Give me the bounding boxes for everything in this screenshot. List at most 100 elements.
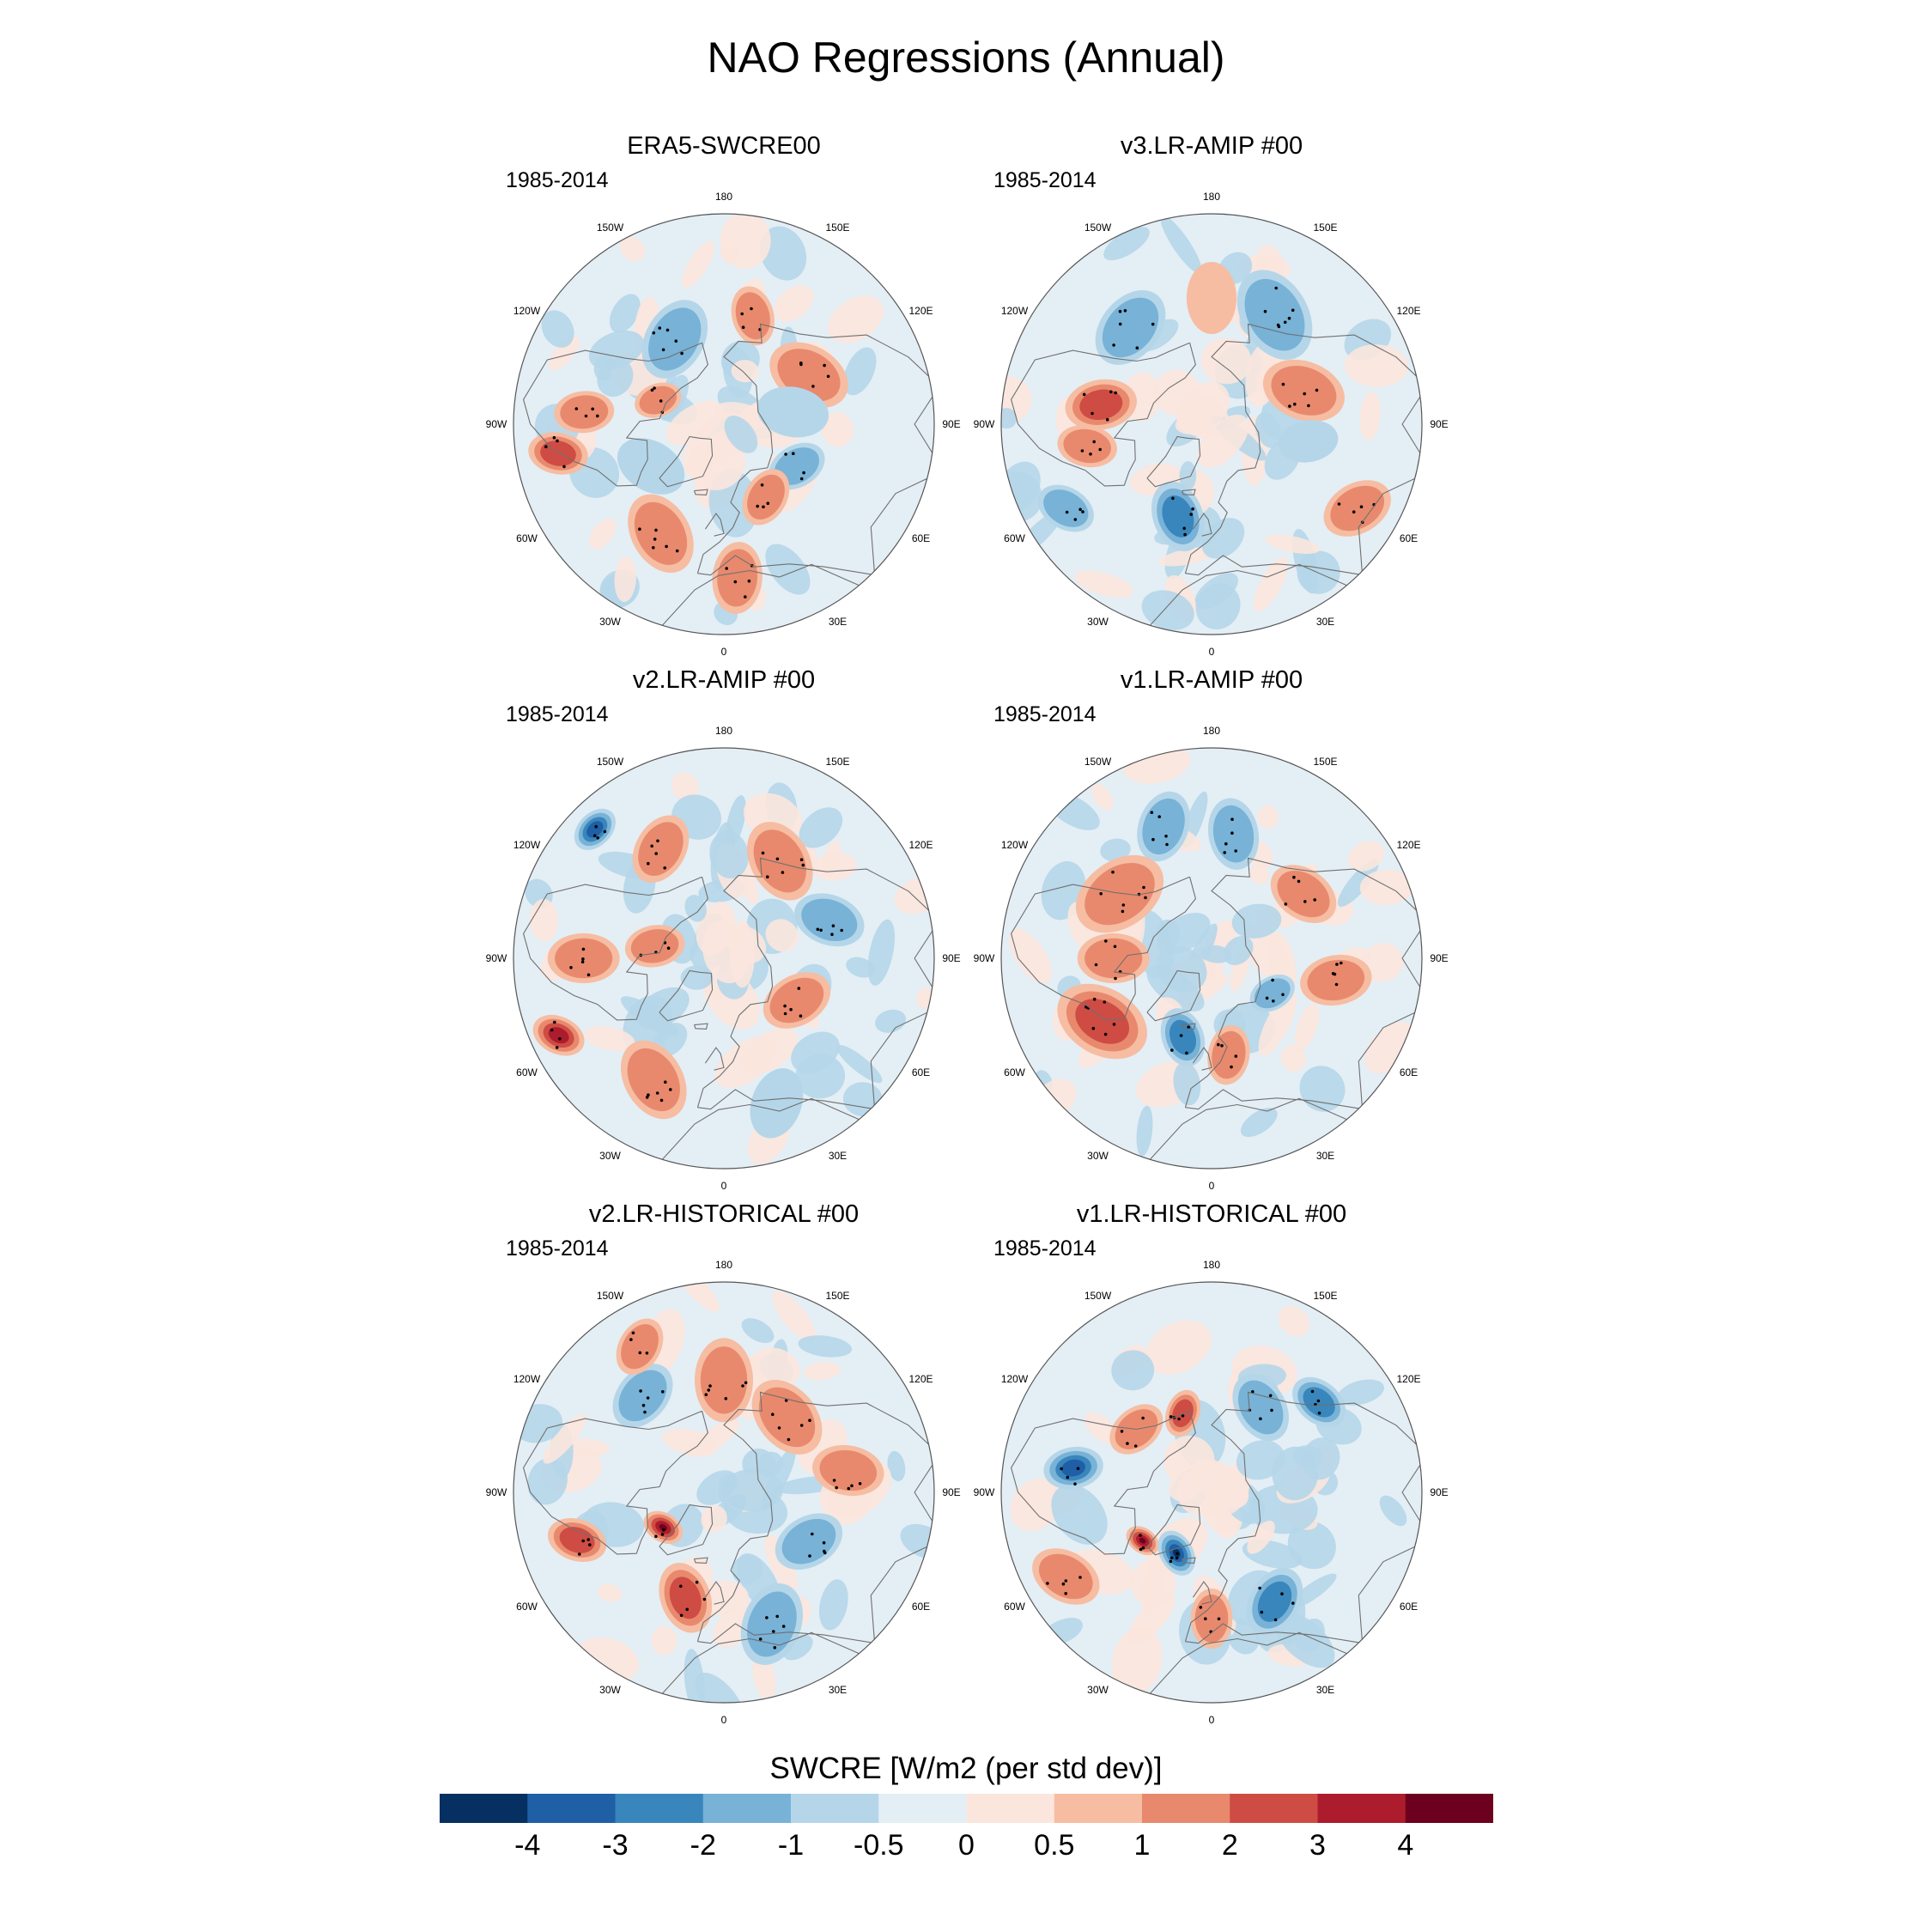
texture-patch [1247,1520,1275,1554]
significance-dot [629,1338,633,1341]
texture-patch [1136,1105,1153,1157]
texture-patch [584,1026,635,1051]
colorbar-tick-label: 3 [1309,1829,1326,1862]
significance-dot [665,544,668,549]
significance-dot [1274,286,1278,290]
coastline [659,1504,714,1556]
significance-dot [766,875,769,878]
longitude-label: 0 [720,646,727,658]
texture-patch [836,1044,883,1084]
significance-dot [647,861,650,866]
texture-patch [798,1335,853,1358]
significance-dot [1091,411,1094,416]
longitude-label: 0 [1208,1714,1215,1726]
significance-dot [650,844,653,848]
panel-title: v3.LR-AMIP #00 [1120,132,1303,160]
colorbar-swatch [1054,1794,1143,1823]
texture-patch [701,1505,727,1533]
significance-dot [1179,1034,1183,1037]
significance-dot [659,399,663,403]
longitude-label: 90W [973,1486,995,1498]
coastline [693,1023,708,1030]
texture-patch [1253,556,1288,612]
texture-patch [666,400,724,446]
texture-patch [795,1054,846,1099]
significance-dot [1065,510,1069,514]
texture-patch [609,294,641,333]
longitude-label: 30E [828,1683,848,1696]
significance-dot [787,1437,791,1442]
significance-dot [760,483,764,487]
longitude-label: 30E [1315,1683,1335,1696]
texture-patch [1008,928,1052,984]
significance-dot [1104,939,1108,943]
texture-patch [527,1457,568,1505]
significance-dot [550,1028,554,1032]
longitude-label: 60E [911,1066,931,1078]
anomaly-contour [1043,489,1089,527]
field-layer [1001,1282,1422,1703]
coastline [704,1047,725,1071]
significance-dot [569,966,573,969]
texture-patch [818,1579,848,1631]
significance-dot [1272,999,1275,1003]
coastline [1011,1410,1197,1555]
significance-dot [1109,390,1113,394]
significance-dot [1114,976,1117,981]
significance-dot [558,1037,562,1041]
significance-dot [643,1410,647,1414]
texture-patch [687,1420,740,1457]
texture-patch [1001,376,1032,422]
texture-patch [1295,1003,1320,1050]
texture-patch [696,1470,738,1505]
significance-dot [679,1613,683,1618]
texture-patch [1361,943,1404,982]
significance-dot [674,339,678,343]
anomaly-contour [747,474,785,520]
colorbar-swatch [527,1794,616,1823]
significance-dot [1223,851,1226,854]
significance-dot [733,580,738,584]
significance-dot [1270,1408,1273,1413]
significance-dot [777,1426,781,1430]
texture-patch [1258,992,1297,1056]
coastline [1192,1047,1212,1071]
texture-patch [765,919,799,952]
longitude-label: 60W [1004,1600,1025,1613]
significance-dot [831,924,835,927]
significance-dot [1073,1482,1077,1485]
significance-dot [811,385,815,388]
colorbar-tick-label: -3 [602,1829,629,1862]
texture-patch [677,1282,720,1312]
coastline [696,323,934,576]
significance-dot [1046,1582,1049,1585]
longitude-label: 180 [714,191,733,203]
significance-dot [850,1484,854,1488]
significance-dot [1118,309,1122,313]
significance-dot [1120,1430,1124,1433]
significance-dot [1340,961,1343,965]
significance-dot [669,1088,672,1091]
texture-patch [1145,1320,1212,1375]
coastline [1181,1023,1196,1030]
texture-patch [1265,534,1321,554]
significance-dot [1280,1592,1284,1595]
significance-dot [750,307,753,311]
anomaly-contour [548,1027,569,1044]
anomaly-contour [1061,1459,1085,1477]
texture-patch [799,807,843,848]
significance-dot [1139,1534,1142,1537]
significance-dot [1303,392,1306,396]
figure-title: NAO Regressions (Annual) [707,33,1225,82]
significance-dot [1081,510,1084,513]
significance-dot [1271,978,1274,982]
longitude-label: 30W [599,1149,621,1162]
significance-dot [1112,343,1115,347]
significance-dot [811,1532,814,1536]
significance-dot [797,987,801,990]
significance-dot [744,1381,748,1385]
longitude-label: 120W [513,304,541,317]
significance-dot [555,1046,559,1049]
significance-dot [1293,402,1297,406]
texture-patch [681,240,715,289]
